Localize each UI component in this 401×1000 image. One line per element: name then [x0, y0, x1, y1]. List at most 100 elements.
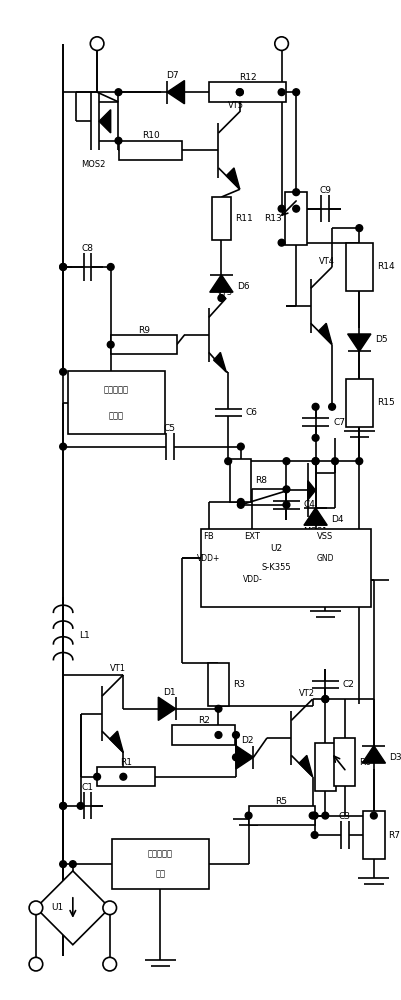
Circle shape — [218, 295, 225, 301]
Circle shape — [233, 732, 239, 738]
Text: C9: C9 — [319, 186, 331, 195]
Circle shape — [278, 239, 285, 246]
Circle shape — [107, 341, 114, 348]
Circle shape — [115, 89, 122, 96]
Text: VT3: VT3 — [217, 288, 233, 297]
Circle shape — [275, 37, 288, 50]
Text: R2: R2 — [198, 716, 210, 725]
Circle shape — [233, 754, 239, 761]
Circle shape — [245, 812, 252, 819]
Bar — [286, 192, 307, 245]
Circle shape — [215, 732, 222, 738]
Text: VT5: VT5 — [228, 101, 244, 110]
Circle shape — [371, 812, 377, 819]
Polygon shape — [99, 110, 111, 133]
Circle shape — [60, 264, 67, 270]
Circle shape — [311, 832, 318, 838]
Circle shape — [60, 368, 67, 375]
Text: R6: R6 — [359, 758, 371, 767]
Polygon shape — [299, 755, 313, 777]
Circle shape — [278, 89, 285, 96]
Circle shape — [356, 458, 363, 465]
Circle shape — [322, 812, 329, 819]
Circle shape — [312, 458, 319, 465]
Polygon shape — [304, 508, 327, 525]
Text: 波纹尖峰抑: 波纹尖峰抑 — [104, 386, 129, 395]
Text: R9: R9 — [138, 326, 150, 335]
Polygon shape — [210, 275, 233, 292]
Circle shape — [115, 137, 122, 144]
Text: VDD+: VDD+ — [197, 554, 221, 563]
Polygon shape — [36, 871, 110, 945]
Text: C2: C2 — [343, 680, 354, 689]
Circle shape — [332, 458, 338, 465]
Circle shape — [322, 696, 329, 702]
Text: MOS1: MOS1 — [304, 527, 328, 536]
Text: C4: C4 — [304, 500, 316, 509]
Text: C1: C1 — [81, 783, 93, 792]
Circle shape — [311, 812, 318, 819]
Bar — [111, 335, 177, 354]
Bar — [209, 82, 286, 102]
Bar — [68, 371, 165, 434]
Circle shape — [293, 89, 300, 96]
Text: C5: C5 — [164, 424, 176, 433]
Circle shape — [60, 861, 67, 868]
Circle shape — [215, 705, 222, 712]
Text: U1: U1 — [51, 903, 63, 912]
Text: R1: R1 — [120, 758, 132, 767]
Bar — [363, 811, 385, 859]
Polygon shape — [318, 323, 332, 345]
Text: FB: FB — [203, 532, 214, 541]
Text: D4: D4 — [331, 515, 344, 524]
Text: C7: C7 — [333, 418, 345, 427]
Text: MOS2: MOS2 — [81, 160, 105, 169]
Polygon shape — [214, 352, 226, 372]
Text: D7: D7 — [166, 71, 179, 80]
Polygon shape — [348, 334, 371, 351]
Text: VSS: VSS — [317, 532, 333, 541]
Circle shape — [312, 403, 319, 410]
Circle shape — [312, 434, 319, 441]
Text: D6: D6 — [237, 282, 249, 291]
Circle shape — [237, 89, 243, 96]
Text: C6: C6 — [246, 408, 258, 417]
Circle shape — [293, 189, 300, 196]
Circle shape — [309, 812, 316, 819]
Polygon shape — [308, 481, 316, 500]
Text: R13: R13 — [264, 214, 282, 223]
Circle shape — [29, 957, 43, 971]
Bar — [334, 738, 355, 786]
Circle shape — [283, 458, 290, 465]
Text: D2: D2 — [241, 736, 254, 745]
Text: D3: D3 — [389, 753, 401, 762]
Circle shape — [103, 957, 117, 971]
Circle shape — [90, 37, 104, 50]
Circle shape — [283, 486, 290, 493]
Text: D5: D5 — [375, 335, 387, 344]
Circle shape — [60, 802, 67, 809]
Circle shape — [94, 773, 101, 780]
Text: D1: D1 — [164, 688, 176, 697]
Text: R12: R12 — [239, 73, 256, 82]
Circle shape — [283, 501, 290, 508]
Text: R3: R3 — [233, 680, 245, 689]
Polygon shape — [236, 746, 253, 769]
Text: R10: R10 — [142, 131, 159, 140]
Circle shape — [103, 901, 117, 915]
Circle shape — [278, 205, 285, 212]
Bar — [230, 459, 251, 502]
Circle shape — [237, 443, 244, 450]
Circle shape — [60, 443, 67, 450]
Text: R8: R8 — [255, 476, 267, 485]
Circle shape — [77, 802, 84, 809]
Text: R14: R14 — [377, 262, 394, 271]
Circle shape — [225, 458, 232, 465]
Circle shape — [356, 225, 363, 232]
Bar — [97, 767, 155, 786]
Text: GND: GND — [316, 554, 334, 563]
Text: C8: C8 — [81, 244, 93, 253]
Text: VDD-: VDD- — [243, 575, 262, 584]
Polygon shape — [226, 168, 240, 189]
Text: VT2: VT2 — [299, 689, 315, 698]
